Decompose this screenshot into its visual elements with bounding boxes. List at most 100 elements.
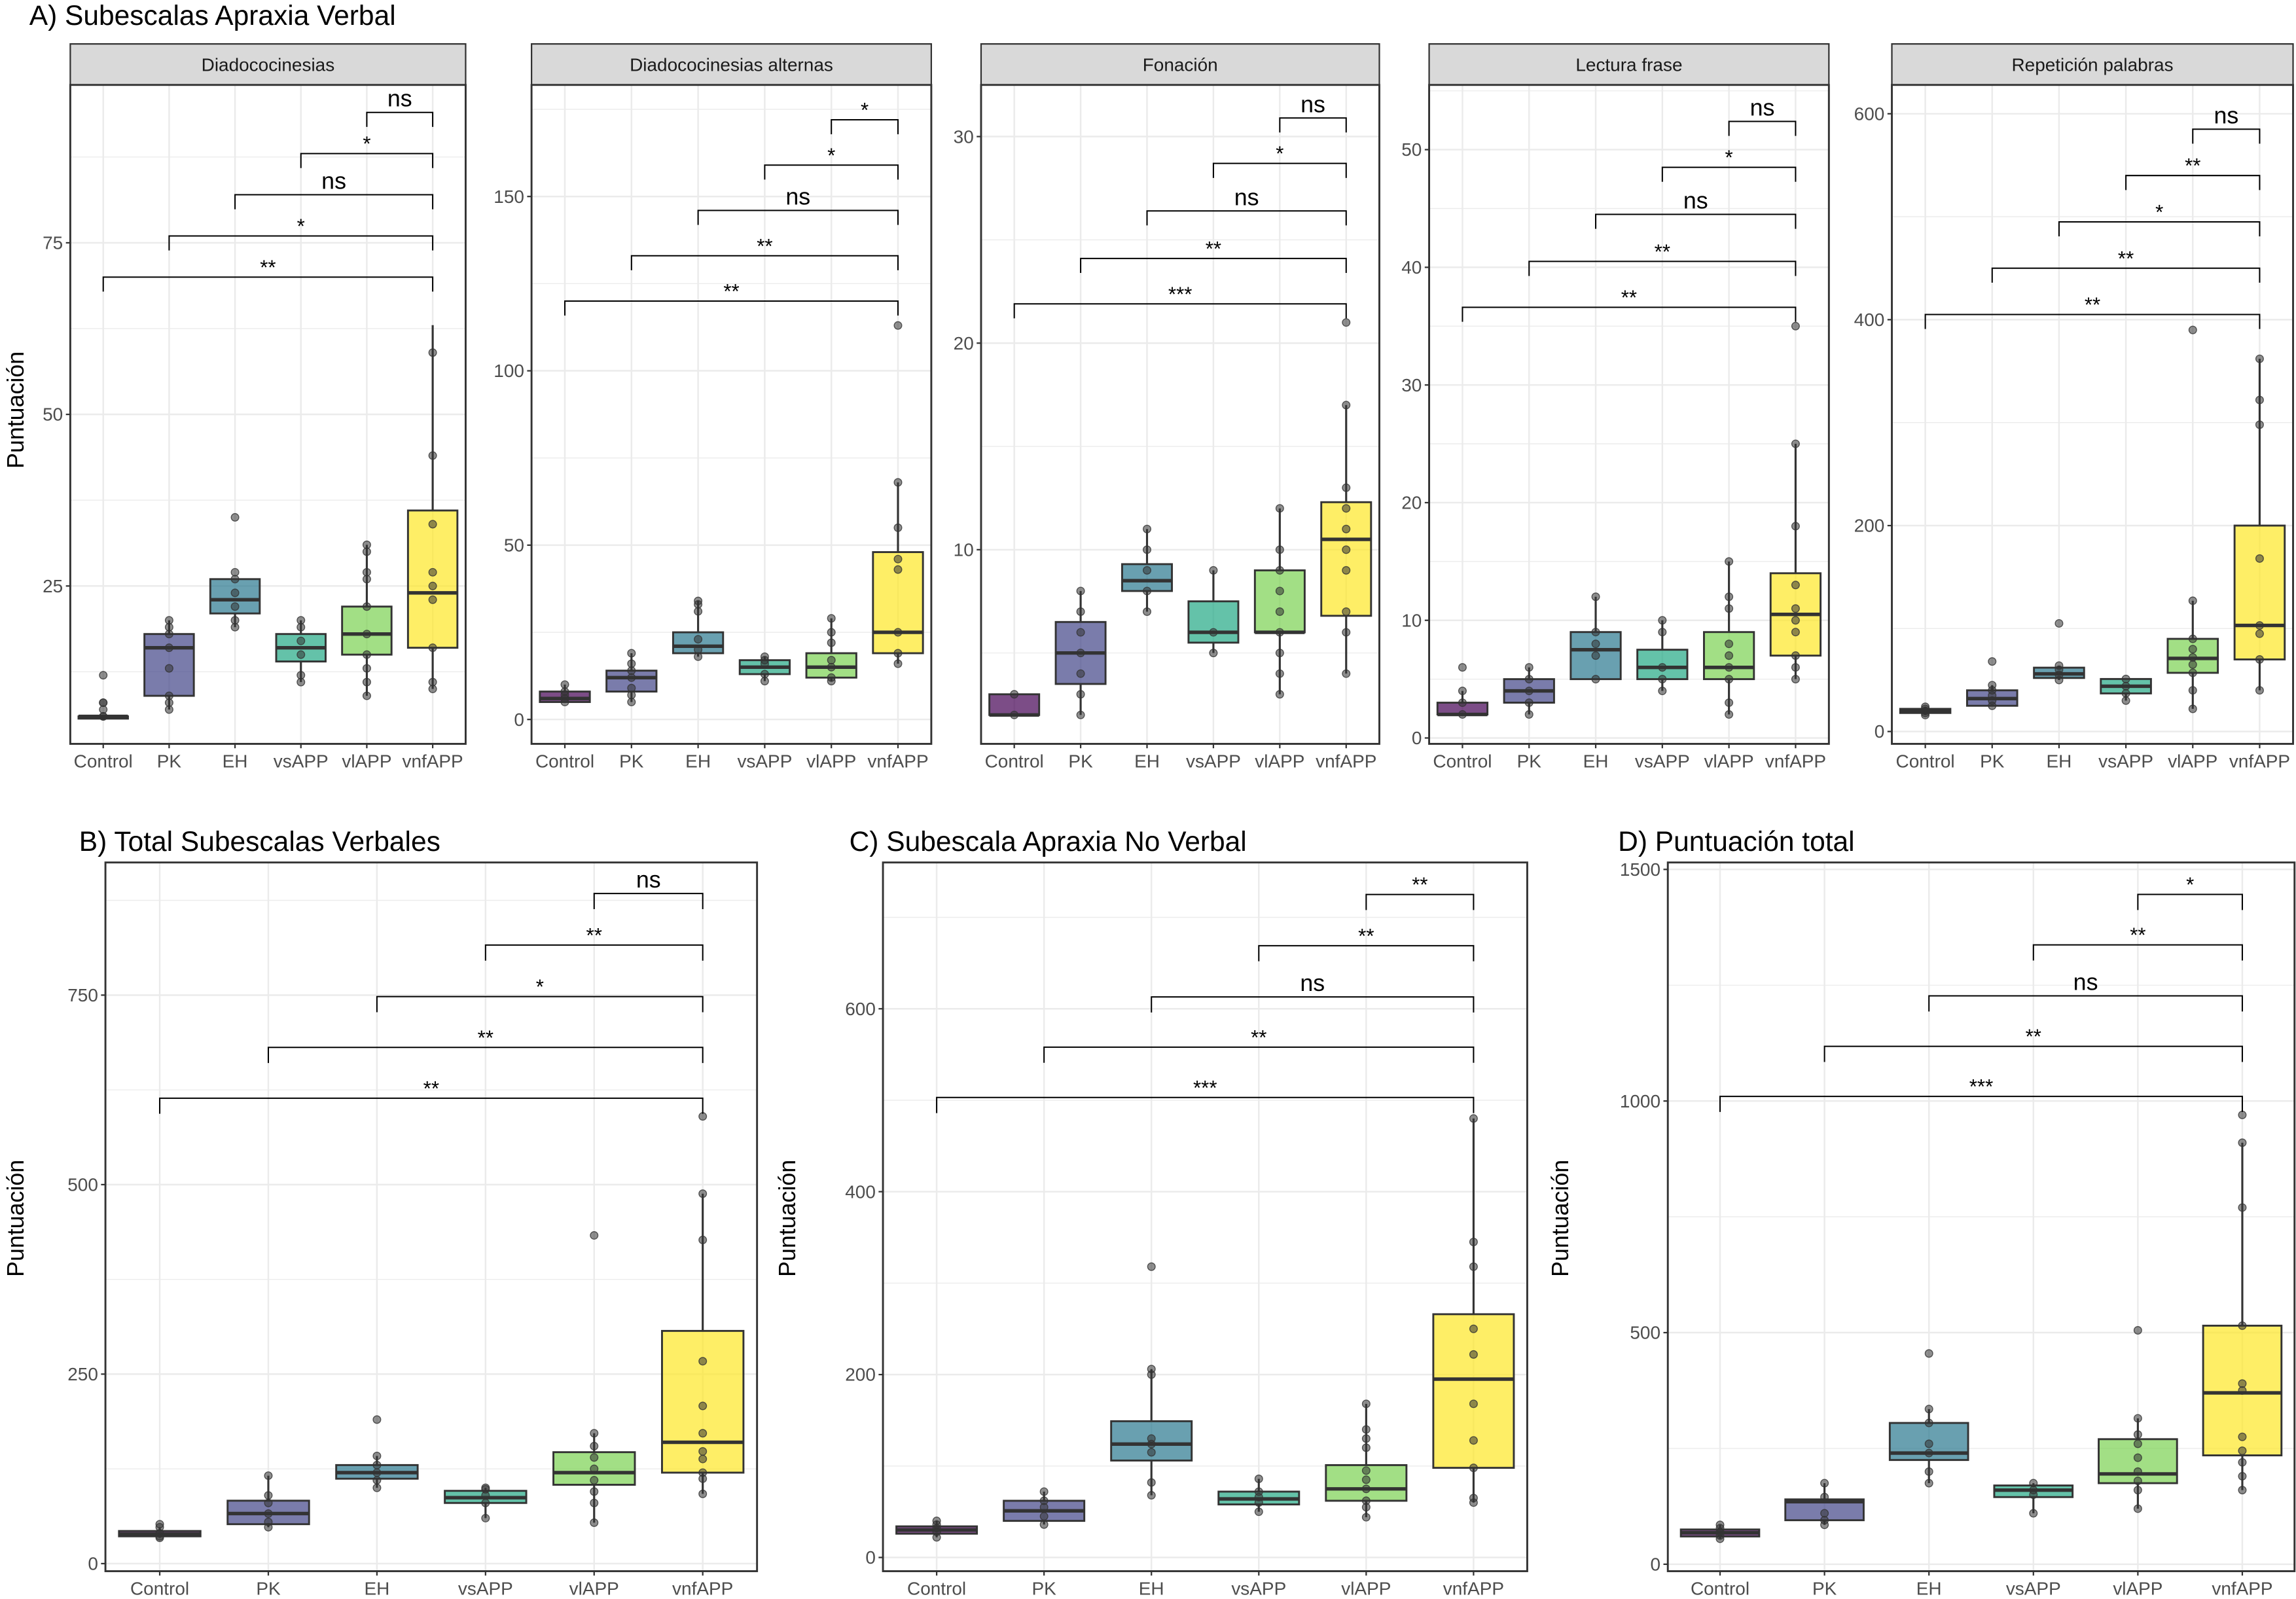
y-tick-label: 40 xyxy=(1401,257,1422,278)
data-point xyxy=(264,1509,273,1518)
data-point xyxy=(1143,586,1151,596)
y-tick-label: 200 xyxy=(845,1365,876,1385)
box-pk xyxy=(1503,663,1555,719)
data-point xyxy=(760,677,769,686)
data-point xyxy=(2238,1446,2247,1455)
data-point xyxy=(1275,586,1284,596)
data-point xyxy=(1591,592,1600,602)
data-point xyxy=(481,1498,490,1507)
data-point xyxy=(2238,1203,2247,1212)
box-vsapp xyxy=(2100,674,2152,705)
x-tick-label: vnfAPP xyxy=(1316,751,1376,771)
data-point xyxy=(428,451,437,460)
data-point xyxy=(698,1454,708,1464)
significance-bracket xyxy=(2137,893,2243,910)
x-tick-label: vsAPP xyxy=(2006,1578,2061,1598)
significance-label: ** xyxy=(423,1077,439,1100)
data-point xyxy=(230,602,240,611)
data-point xyxy=(1275,669,1284,678)
data-point xyxy=(1791,675,1800,684)
data-point xyxy=(1469,1436,1478,1445)
data-point xyxy=(372,1415,382,1424)
significance-bracket xyxy=(168,235,434,251)
y-tick-label: 1500 xyxy=(1620,859,1660,880)
box-vlapp xyxy=(1253,504,1306,699)
data-point xyxy=(1209,628,1218,637)
box-pk xyxy=(605,649,658,707)
data-point xyxy=(1275,649,1284,658)
data-point xyxy=(1725,698,1734,708)
box-control xyxy=(1899,702,1952,719)
box-vnfapp xyxy=(1320,318,1372,678)
data-point xyxy=(2133,1486,2142,1495)
data-point xyxy=(1469,1324,1478,1333)
data-point xyxy=(1361,1443,1371,1452)
significance-label: ** xyxy=(1206,237,1221,260)
data-point xyxy=(1791,604,1800,613)
data-point xyxy=(1924,1349,1933,1358)
y-tick-label: 200 xyxy=(1854,516,1885,536)
significance-label: ** xyxy=(2185,154,2200,177)
data-point xyxy=(164,616,173,625)
data-point xyxy=(2255,354,2264,363)
significance-bracket xyxy=(1924,314,2261,329)
x-tick-label: vlAPP xyxy=(1341,1578,1391,1598)
facet-strip-title: Diadococinesias alternas xyxy=(630,55,833,75)
y-tick-label: 0 xyxy=(1412,728,1422,748)
box-pk xyxy=(1003,1487,1086,1529)
data-point xyxy=(627,673,636,682)
panel-border xyxy=(530,84,933,745)
data-point xyxy=(2238,1458,2247,1467)
data-point xyxy=(2238,1486,2247,1495)
box-vsapp xyxy=(1636,616,1689,696)
data-point xyxy=(296,671,306,680)
data-point xyxy=(1342,524,1351,533)
data-point xyxy=(1342,318,1351,327)
data-point xyxy=(1791,522,1800,531)
data-point xyxy=(893,478,903,487)
y-tick-label: 20 xyxy=(1401,493,1422,513)
data-point xyxy=(2133,1325,2142,1335)
data-point xyxy=(2238,1386,2247,1395)
data-point xyxy=(1725,639,1734,649)
x-tick-label: vsAPP xyxy=(737,751,792,771)
data-point xyxy=(372,1468,382,1477)
data-point xyxy=(698,1235,708,1244)
data-point xyxy=(1658,616,1667,625)
data-point xyxy=(1591,628,1600,637)
data-point xyxy=(1342,504,1351,513)
data-point xyxy=(481,1513,490,1522)
data-point xyxy=(1924,1405,1933,1414)
significance-bracket xyxy=(831,119,899,135)
significance-bracket xyxy=(593,893,704,910)
data-point xyxy=(590,1476,599,1485)
data-point xyxy=(1469,1399,1478,1409)
data-point xyxy=(1254,1474,1263,1483)
y-tick-label: 50 xyxy=(504,535,524,555)
data-point xyxy=(362,630,371,639)
x-tick-label: vlAPP xyxy=(2113,1578,2162,1598)
data-point xyxy=(1924,1467,1933,1476)
data-point xyxy=(372,1483,382,1492)
significance-label: ** xyxy=(757,234,772,257)
box-vsapp xyxy=(738,652,791,686)
significance-label: ** xyxy=(723,280,739,303)
significance-label: ** xyxy=(260,256,276,279)
box-vlapp xyxy=(805,614,857,686)
box-pk xyxy=(1966,657,2018,710)
significance-label: ** xyxy=(1251,1026,1266,1049)
data-point xyxy=(1791,628,1800,637)
box-control xyxy=(1679,1520,1761,1543)
data-point xyxy=(1039,1487,1049,1496)
data-point xyxy=(362,567,371,577)
y-tick-label: 0 xyxy=(865,1547,876,1568)
data-point xyxy=(698,1468,708,1477)
data-point xyxy=(698,1189,708,1198)
data-point xyxy=(362,664,371,673)
data-point xyxy=(230,616,240,625)
significance-bracket xyxy=(564,300,899,316)
data-point xyxy=(694,596,703,605)
y-tick-label: 750 xyxy=(67,985,98,1005)
significance-bracket xyxy=(1151,996,1475,1013)
data-point xyxy=(627,683,636,692)
